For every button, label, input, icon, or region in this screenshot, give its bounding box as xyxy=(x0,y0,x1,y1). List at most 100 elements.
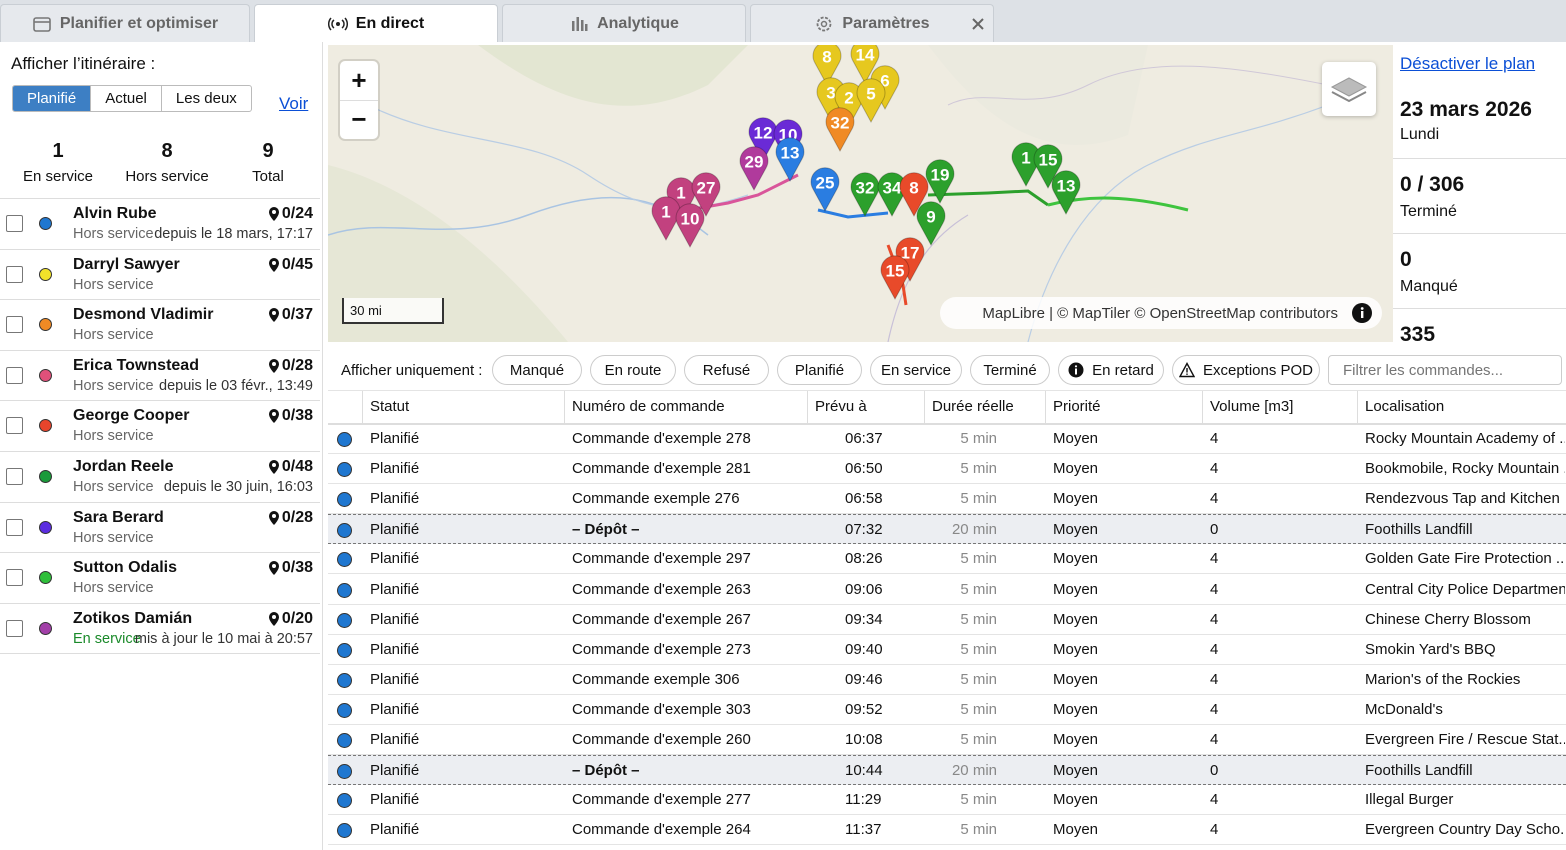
driver-checkbox[interactable] xyxy=(6,569,23,587)
filter-button[interactable]: Refusé xyxy=(684,355,769,385)
pin-icon xyxy=(268,409,279,424)
column-header[interactable]: Volume [m3] xyxy=(1210,398,1294,415)
filter-button[interactable]: Manqué xyxy=(492,355,582,385)
order-row[interactable]: Planifié Commande d'exemple 303 09:52 5 min… xyxy=(328,695,1566,725)
stops-count: 0/38 xyxy=(281,559,313,577)
driver-name: Darryl Sawyer xyxy=(73,255,180,273)
order-row[interactable]: Planifié Commande d'exemple 263 09:06 5 min… xyxy=(328,575,1566,605)
map-marker: 15 xyxy=(1033,144,1063,190)
order-row[interactable]: Planifié Commande exemple 276 06:58 5 min Mo… xyxy=(328,484,1566,515)
filter-button[interactable]: En retard xyxy=(1058,355,1164,385)
driver-row[interactable]: Sara Berard 0/28 Hors service xyxy=(0,501,320,553)
table-cell: Planifié xyxy=(370,580,420,598)
tab[interactable]: En direct xyxy=(254,4,498,42)
tab-label: Planifier et optimiser xyxy=(59,14,219,32)
table-cell: 4 xyxy=(1210,610,1219,628)
order-row[interactable]: Planifié Commande exemple 306 09:46 5 min Mo… xyxy=(328,665,1566,695)
driver-checkbox[interactable] xyxy=(6,366,23,384)
order-row[interactable]: Planifié Commande d'exemple 281 06:50 5 min… xyxy=(328,454,1566,485)
order-search[interactable] xyxy=(1328,355,1562,385)
table-cell: Golden Gate Fire Protection ... xyxy=(1365,550,1565,568)
filter-button[interactable]: Terminé xyxy=(970,355,1050,385)
driver-checkbox[interactable] xyxy=(6,518,23,536)
order-row[interactable]: Planifié Commande d'exemple 277 11:29 5 min… xyxy=(328,785,1566,816)
tab[interactable]: Analytique xyxy=(502,4,746,42)
column-header[interactable]: Numéro de commande xyxy=(572,398,725,415)
order-row[interactable]: Planifié Commande d'exemple 267 09:34 5 min… xyxy=(328,605,1566,635)
table-cell: 4 xyxy=(1210,791,1219,809)
info-icon[interactable] xyxy=(1352,303,1372,323)
order-row[interactable]: Planifié – Dépôt – 10:44 20 min Moyen 0 Foothi… xyxy=(328,755,1566,786)
table-cell: 5 min xyxy=(960,610,997,628)
toggle-option[interactable]: Les deux xyxy=(175,90,237,107)
table-cell: Planifié xyxy=(370,640,420,658)
driver-checkbox[interactable] xyxy=(6,619,23,637)
driver-checkbox[interactable] xyxy=(6,316,23,334)
tab[interactable]: Paramètres xyxy=(750,4,994,42)
table-cell: 5 min xyxy=(960,490,997,508)
pin-icon xyxy=(268,358,279,373)
marker-label: 19 xyxy=(931,165,950,184)
driver-row[interactable]: Alvin Rube 0/24 Hors service depuis le 18 m… xyxy=(0,198,320,249)
marker-label: 17 xyxy=(901,243,920,262)
driver-row[interactable]: Darryl Sawyer 0/45 Hors service xyxy=(0,248,320,300)
column-header[interactable]: Priorité xyxy=(1053,398,1101,415)
column-header[interactable]: Localisation xyxy=(1365,398,1445,415)
driver-checkbox[interactable] xyxy=(6,468,23,485)
driver-checkbox[interactable] xyxy=(6,215,23,232)
tab-icon xyxy=(572,16,588,31)
driver-row[interactable]: Jordan Reele 0/48 Hors service depuis le 30… xyxy=(0,451,320,502)
marker-label: 13 xyxy=(1057,176,1076,195)
toggle-option[interactable]: Planifié xyxy=(13,86,92,111)
table-cell: 5 min xyxy=(960,430,997,447)
order-row[interactable]: Planifié Commande d'exemple 264 11:37 5 min… xyxy=(328,815,1566,846)
order-row[interactable]: Planifié – Dépôt – 07:32 20 min Moyen 0 Foothi… xyxy=(328,514,1566,545)
column-header[interactable]: Prévu à xyxy=(815,398,867,415)
disable-plan-link[interactable]: Désactiver le plan xyxy=(1400,54,1536,73)
marker-pin xyxy=(775,137,805,183)
table-cell: Planifié xyxy=(370,430,420,447)
column-header[interactable]: Statut xyxy=(370,398,410,415)
order-row[interactable]: Planifié Commande d'exemple 278 06:37 5 min… xyxy=(328,424,1566,454)
table-cell: Moyen xyxy=(1053,700,1099,718)
map[interactable]: 8 14 3 6 2 5 12 10 32 29 13 25 1 27 1 10 19 32 34 8 9 17 15 1 15… xyxy=(328,45,1393,342)
filter-button[interactable]: En route xyxy=(590,355,676,385)
layers-button[interactable] xyxy=(1322,62,1376,116)
table-cell: Commande d'exemple 267 xyxy=(572,610,751,628)
driver-checkbox[interactable] xyxy=(6,417,23,435)
zoom-control: + − xyxy=(340,61,378,139)
summary-divider xyxy=(1393,158,1566,159)
table-cell: Moyen xyxy=(1053,762,1099,780)
filter-button[interactable]: Exceptions POD xyxy=(1172,355,1320,385)
route-toggle: Planifié Actuel Les deux xyxy=(12,85,252,112)
driver-name: Zotikos Damián xyxy=(73,609,193,627)
driver-row[interactable]: Zotikos Damián 0/20 En service mis à jour l… xyxy=(0,602,320,654)
table-cell: 0 xyxy=(1210,762,1219,780)
driver-checkbox[interactable] xyxy=(6,265,23,283)
tab[interactable]: Planifier et optimiser xyxy=(0,4,250,42)
driver-row[interactable]: Sutton Odalis 0/38 Hors service xyxy=(0,552,320,603)
marker-pin xyxy=(739,146,769,192)
pin-icon xyxy=(268,561,279,576)
table-cell: 09:06 xyxy=(845,580,883,598)
filter-button[interactable]: Planifié xyxy=(777,355,862,385)
column-header[interactable]: Durée réelle xyxy=(932,398,1014,415)
order-row[interactable]: Planifié Commande d'exemple 260 10:08 5 min… xyxy=(328,725,1566,755)
order-row[interactable]: Planifié Commande d'exemple 297 08:26 5 min… xyxy=(328,544,1566,575)
filter-button[interactable]: En service xyxy=(870,355,962,385)
close-icon[interactable] xyxy=(971,17,985,31)
driver-row[interactable]: Erica Townstead 0/28 Hors service depuis le… xyxy=(0,349,320,401)
driver-status: Hors service xyxy=(73,377,154,394)
sidebar: Afficher l’itinéraire : Planifié Actuel Les… xyxy=(0,42,323,850)
view-link[interactable]: Voir xyxy=(279,94,309,113)
zoom-out[interactable]: − xyxy=(351,104,367,134)
order-row[interactable]: Planifié Commande d'exemple 273 09:40 5 min… xyxy=(328,635,1566,665)
table-cell: Smokin Yard's BBQ xyxy=(1365,640,1496,658)
driver-row[interactable]: Desmond Vladimir 0/37 Hors service xyxy=(0,299,320,350)
table-cell: Foothills Landfill xyxy=(1365,521,1473,539)
toggle-option[interactable]: Actuel xyxy=(91,86,162,111)
zoom-in[interactable]: + xyxy=(340,61,378,101)
driver-row[interactable]: George Cooper 0/38 Hors service xyxy=(0,400,320,451)
driver-stops: 0/45 xyxy=(268,256,313,274)
